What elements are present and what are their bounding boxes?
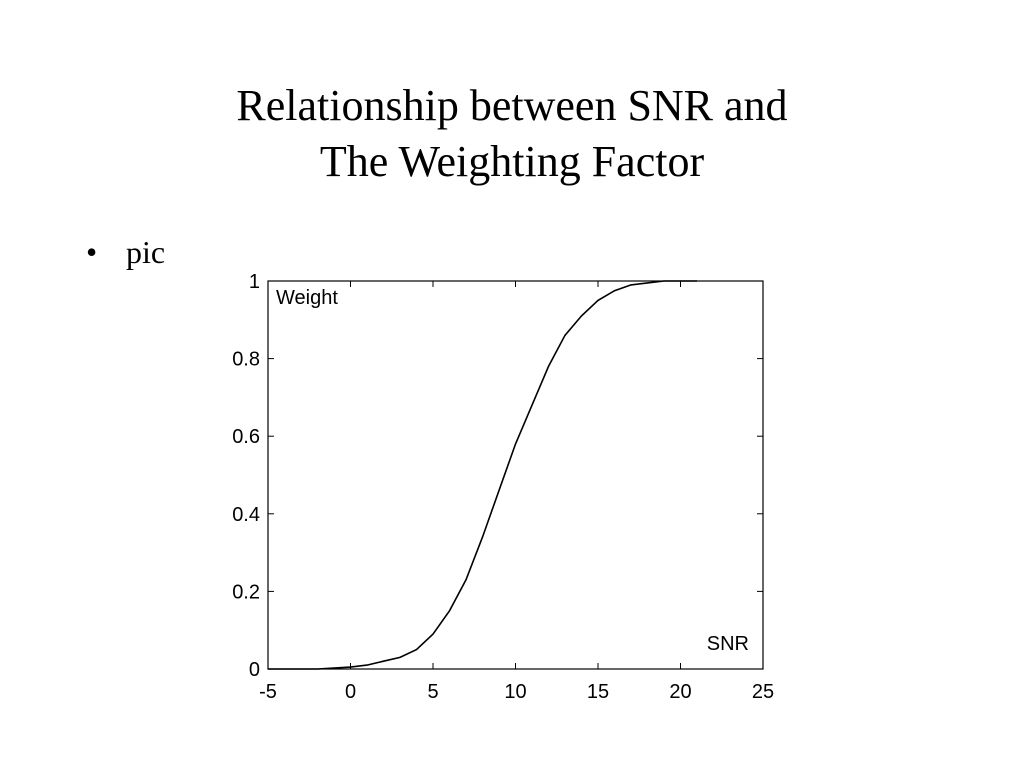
x-tick-label: 20 bbox=[669, 681, 691, 703]
weight-curve bbox=[268, 280, 697, 670]
y-tick-label: 0 bbox=[249, 659, 260, 681]
slide-title: Relationship between SNR and The Weighti… bbox=[0, 78, 1024, 190]
y-tick-label: 0.4 bbox=[232, 504, 260, 526]
x-tick-label: 15 bbox=[587, 681, 609, 703]
x-axis-label: SNR bbox=[707, 633, 749, 655]
plot-frame bbox=[267, 280, 764, 670]
slide-title-line-2: The Weighting Factor bbox=[319, 137, 705, 186]
y-tick-label: 0.6 bbox=[232, 426, 260, 448]
x-tick-label: 0 bbox=[345, 681, 356, 703]
x-tick-label: -5 bbox=[259, 681, 277, 703]
y-tick-label: 1 bbox=[249, 271, 260, 293]
slide-title-line-1: Relationship between SNR and bbox=[236, 81, 788, 130]
bullet-item: • pic bbox=[86, 234, 165, 271]
x-tick-label: 5 bbox=[427, 681, 438, 703]
x-tick-label: 25 bbox=[752, 681, 774, 703]
y-tick-label: 0.8 bbox=[232, 349, 260, 371]
y-tick-label: 0.2 bbox=[232, 581, 260, 603]
y-axis-label: Weight bbox=[276, 287, 338, 309]
bullet-text: pic bbox=[126, 234, 166, 270]
bullet-dot-icon: • bbox=[86, 234, 98, 270]
chart-ticks bbox=[267, 280, 764, 670]
x-tick-label: 10 bbox=[504, 681, 526, 703]
